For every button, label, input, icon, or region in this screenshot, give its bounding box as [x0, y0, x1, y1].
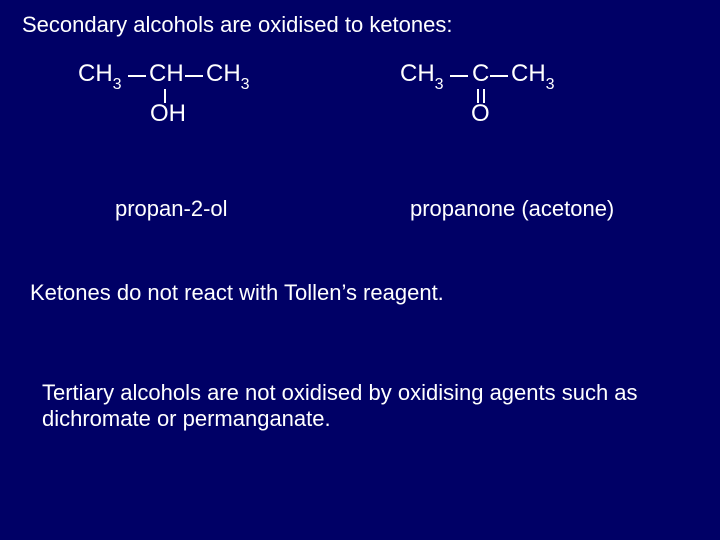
product-left-group: CH3: [400, 60, 444, 92]
reactant-right-symbol: CH: [206, 60, 241, 87]
bond-single-h: [490, 75, 508, 77]
reactant-left-subscript: 3: [113, 76, 122, 93]
reactant-right-subscript: 3: [241, 76, 250, 93]
reactant-center-group: CH: [149, 60, 184, 88]
structure-reactant: CH3 CH CH3 OH: [78, 60, 318, 160]
bond-single-h: [450, 75, 468, 77]
reactant-name: propan-2-ol: [115, 196, 228, 222]
bond-single-h: [185, 75, 203, 77]
reactant-substituent: OH: [150, 100, 186, 128]
product-right-subscript: 3: [546, 76, 555, 93]
product-center-group: C: [472, 60, 489, 88]
product-substituent: O: [471, 100, 490, 128]
heading-text: Secondary alcohols are oxidised to keton…: [22, 12, 452, 38]
slide-root: Secondary alcohols are oxidised to keton…: [0, 0, 720, 540]
reactant-left-symbol: CH: [78, 60, 113, 87]
bond-single-h: [128, 75, 146, 77]
product-right-group: CH3: [511, 60, 555, 92]
structure-product: CH3 C CH3 O: [400, 60, 640, 160]
product-name: propanone (acetone): [410, 196, 614, 222]
reactant-right-group: CH3: [206, 60, 250, 92]
product-right-symbol: CH: [511, 60, 546, 87]
product-left-symbol: CH: [400, 60, 435, 87]
statement-tertiary: Tertiary alcohols are not oxidised by ox…: [42, 380, 672, 433]
product-left-subscript: 3: [435, 76, 444, 93]
statement-tollens: Ketones do not react with Tollen’s reage…: [30, 280, 444, 306]
reactant-left-group: CH3: [78, 60, 122, 92]
